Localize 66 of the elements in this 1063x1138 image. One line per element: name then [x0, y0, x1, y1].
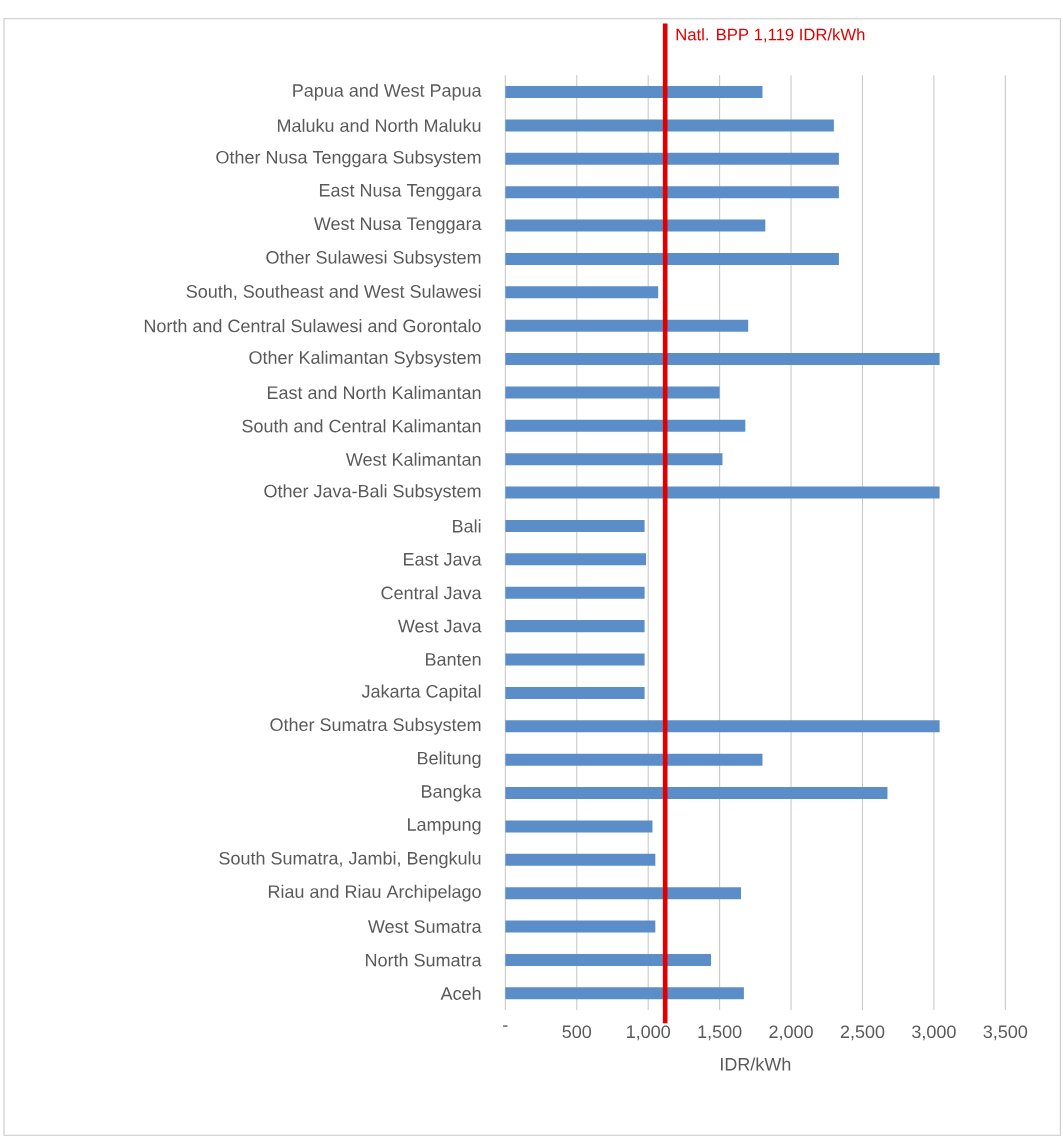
bar	[505, 920, 656, 933]
bar	[505, 86, 763, 99]
bar	[505, 219, 766, 232]
x-tick-label: 2,500	[840, 1025, 885, 1041]
x-tick-label: 2,000	[769, 1025, 813, 1041]
y-tick-label: South and Central Kalimantan	[242, 419, 481, 433]
y-tick-label: North and Central Sulawesi and Gorontalo	[144, 319, 481, 333]
bar	[505, 319, 749, 332]
bar	[505, 386, 720, 399]
bar	[505, 787, 888, 800]
y-tick-label: Bali	[453, 519, 481, 533]
y-tick-label: West Nusa Tenggara	[313, 217, 482, 234]
y-tick-label: Banten	[426, 653, 481, 666]
bar	[505, 720, 940, 733]
y-tick-label: North Sumatra	[366, 953, 482, 967]
bar	[505, 353, 940, 366]
y-tick-label: South, Southeast and West Sulawesi	[186, 284, 481, 300]
x-tick-label: 3,500	[983, 1025, 1028, 1041]
y-tick-label: East and North Kalimantan	[267, 385, 481, 400]
bar	[505, 987, 744, 1000]
bar	[505, 586, 645, 599]
y-tick-label: Maluku and North Maluku	[277, 118, 481, 133]
y-tick-label: Other Kalimantan Sybsystem	[249, 350, 481, 368]
bar	[505, 286, 659, 299]
x-tick-label: 500	[562, 1025, 592, 1039]
y-tick-label: East Nusa Tenggara	[319, 184, 482, 201]
bar	[505, 953, 712, 966]
bar	[505, 119, 834, 132]
ref-line-label: Natl. BPP 1,119 IDR/kWh	[676, 28, 865, 43]
bar	[505, 620, 645, 633]
y-tick-label: Jakarta Capital	[361, 684, 481, 702]
y-tick-label: West Java	[397, 619, 482, 633]
y-tick-label: Other Java-Bali Subsystem	[264, 484, 481, 501]
bar	[505, 653, 645, 666]
bar	[505, 186, 839, 199]
y-tick-label: Other Sumatra Subsystem	[270, 717, 481, 735]
bar	[505, 820, 653, 833]
bar	[505, 519, 645, 532]
x-tick-label: 3,000	[912, 1025, 956, 1041]
bar	[505, 453, 723, 466]
bar	[505, 486, 940, 499]
bar	[505, 753, 763, 766]
y-tick-label: West Sumatra	[367, 920, 482, 933]
x-tick-label: 1,000	[627, 1025, 670, 1041]
y-tick-label: Papua and West Papua	[293, 83, 482, 101]
y-tick-label: Lampung	[408, 818, 481, 835]
bar	[505, 419, 746, 432]
bar	[505, 853, 656, 866]
y-tick-label: South Sumatra, Jambi, Bengkulu	[219, 851, 481, 869]
y-tick-label: Belitung	[418, 751, 481, 769]
bar	[505, 152, 839, 165]
bar	[505, 686, 645, 699]
y-tick-label: Riau and Riau Archipelago	[268, 884, 481, 902]
x-tick-label: 1,500	[698, 1025, 742, 1041]
bar	[505, 252, 839, 265]
x-axis-title: IDR/kWh	[720, 1057, 791, 1071]
y-tick-label: Other Sulawesi Subsystem	[266, 250, 481, 268]
x-tick-label: -	[503, 1025, 508, 1027]
y-tick-label: Central Java	[381, 586, 482, 600]
y-tick-label: West Kalimantan	[345, 452, 481, 466]
y-tick-label: Bangka	[422, 784, 482, 802]
bar	[505, 887, 742, 900]
y-tick-label: East Java	[404, 553, 482, 566]
y-tick-label: Other Nusa Tenggara Subsystem	[216, 150, 481, 168]
bar	[505, 553, 647, 566]
y-tick-label: Aceh	[440, 986, 481, 1000]
